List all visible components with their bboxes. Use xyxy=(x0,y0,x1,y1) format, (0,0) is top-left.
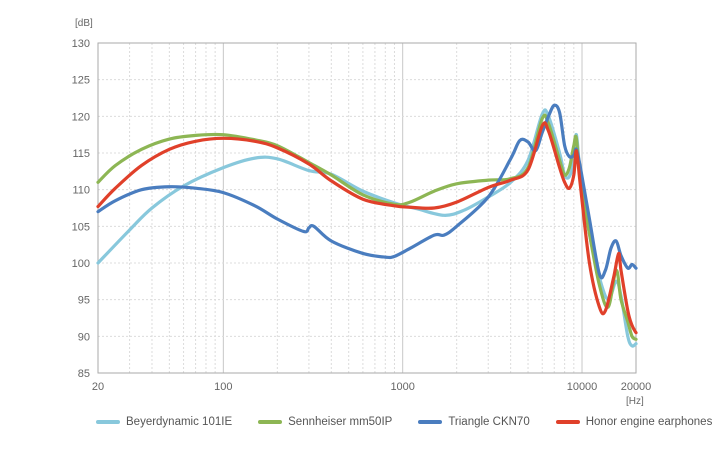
series-line-triangle-ckn70 xyxy=(96,103,638,280)
plot-frame xyxy=(97,42,637,374)
series-line-beyerdynamic-101ie xyxy=(96,108,638,348)
x-tick-label: 1000 xyxy=(390,381,414,393)
x-tick-labels: 20 100 1000 10000 20000 xyxy=(92,381,651,393)
legend-label-triangle: Triangle CKN70 xyxy=(448,416,530,428)
x-tick-label: 20000 xyxy=(621,381,652,393)
series-line-honor-engine-earphones xyxy=(96,121,638,335)
x-tick-label: 10000 xyxy=(567,381,598,393)
y-tick-label: 125 xyxy=(72,75,90,87)
legend-label-sennheiser: Sennheiser mm50IP xyxy=(288,416,393,428)
legend: Beyerdynamic 101IE Sennheiser mm50IP Tri… xyxy=(96,416,712,428)
legend-swatch-beyerdynamic xyxy=(96,420,120,424)
y-tick-label: 100 xyxy=(72,258,90,270)
y-tick-labels: 85 90 95 100 105 110 115 120 125 130 xyxy=(72,38,90,380)
legend-swatch-sennheiser xyxy=(258,420,283,424)
legend-swatch-honor xyxy=(555,420,580,424)
x-tick-label: 100 xyxy=(214,381,232,393)
y-tick-label: 115 xyxy=(72,148,90,160)
legend-swatch-triangle xyxy=(418,420,443,424)
y-tick-label: 105 xyxy=(72,221,90,233)
x-axis-unit-label: [Hz] xyxy=(626,396,644,407)
y-tick-label: 110 xyxy=(72,185,90,197)
y-tick-label: 95 xyxy=(78,295,90,307)
major-gridlines xyxy=(98,43,636,373)
y-tick-label: 120 xyxy=(72,111,90,123)
y-tick-label: 90 xyxy=(78,331,90,343)
minor-gridlines xyxy=(129,43,575,373)
legend-label-honor: Honor engine earphones xyxy=(585,416,713,428)
legend-item-beyerdynamic: Beyerdynamic 101IE xyxy=(96,416,232,428)
legend-item-sennheiser: Sennheiser mm50IP xyxy=(258,416,392,428)
series-layer xyxy=(96,103,638,348)
legend-label-beyerdynamic: Beyerdynamic 101IE xyxy=(126,416,233,428)
y-tick-label: 130 xyxy=(72,38,90,50)
y-tick-label: 85 xyxy=(78,368,90,380)
y-axis-unit-label: [dB] xyxy=(75,18,93,29)
x-tick-label: 20 xyxy=(92,381,104,393)
legend-item-triangle: Triangle CKN70 xyxy=(418,416,530,428)
legend-item-honor: Honor engine earphones xyxy=(555,416,713,428)
